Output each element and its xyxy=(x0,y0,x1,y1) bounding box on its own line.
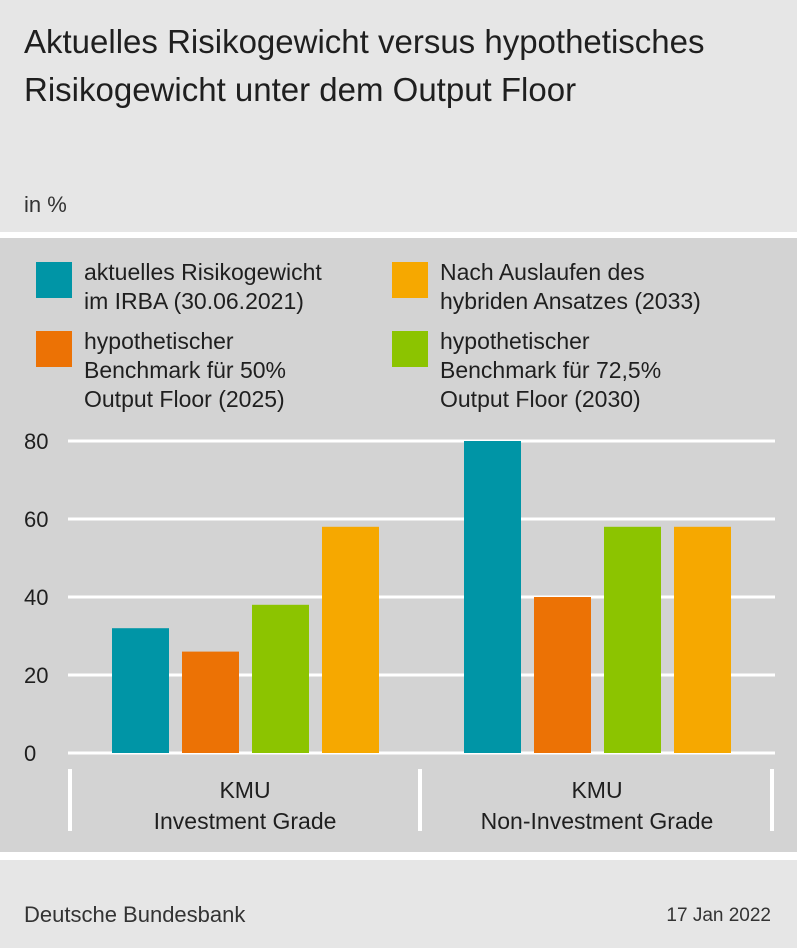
bottom-separator xyxy=(0,852,797,860)
category-separator xyxy=(418,769,422,831)
page-title: Aktuelles Risikogewicht versus hypotheti… xyxy=(24,23,705,108)
bar xyxy=(604,526,661,753)
bar xyxy=(674,526,731,753)
x-category-label: Investment Grade xyxy=(154,808,337,834)
bar xyxy=(182,651,239,753)
y-tick-label: 40 xyxy=(24,585,48,610)
bar xyxy=(252,604,309,753)
bar xyxy=(322,526,379,753)
x-category-label: KMU xyxy=(219,777,270,803)
category-separator xyxy=(770,769,774,831)
legend-label-2030: hypothetischer Benchmark für 72,5% Outpu… xyxy=(440,328,662,412)
bar xyxy=(464,441,521,753)
x-category-label: Non-Investment Grade xyxy=(481,808,714,834)
y-tick-label: 60 xyxy=(24,507,48,532)
y-tick-label: 20 xyxy=(24,663,48,688)
bar xyxy=(112,628,169,753)
legend-label-2033: Nach Auslaufen des hybriden Ansatzes (20… xyxy=(440,259,701,314)
legend-swatch-2025 xyxy=(36,331,72,367)
legend-swatch-2030 xyxy=(392,331,428,367)
date-label: 17 Jan 2022 xyxy=(666,905,771,926)
bar xyxy=(534,597,591,753)
legend-label-2025: hypothetischer Benchmark für 50% Output … xyxy=(84,328,286,412)
top-separator xyxy=(0,232,797,240)
legend-label-irba: aktuelles Risikogewicht im IRBA (30.06.2… xyxy=(84,259,322,314)
unit-subtitle: in % xyxy=(24,192,67,217)
legend-swatch-2033 xyxy=(392,262,428,298)
y-tick-label: 0 xyxy=(24,741,36,766)
x-category-label: KMU xyxy=(571,777,622,803)
source-label: Deutsche Bundesbank xyxy=(24,902,246,927)
legend-swatch-irba xyxy=(36,262,72,298)
y-tick-label: 80 xyxy=(24,429,48,454)
category-separator xyxy=(68,769,72,831)
